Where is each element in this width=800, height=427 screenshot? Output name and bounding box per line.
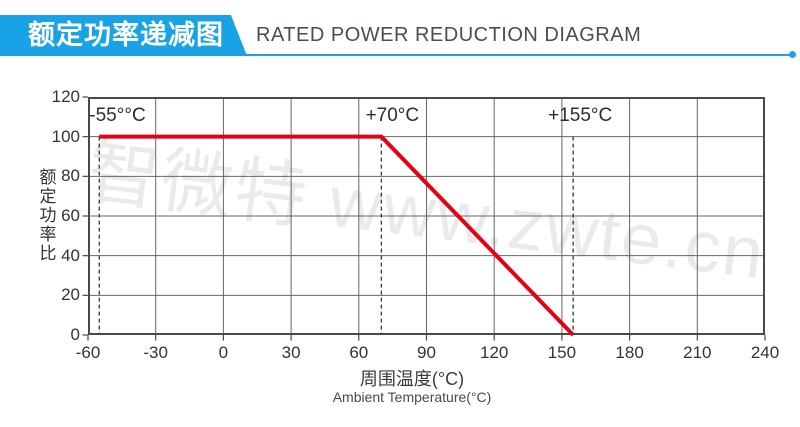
- y-axis-title: 额定功率比: [38, 168, 58, 263]
- y-axis-tick-labels: 0 20 40 60 80 100 120: [0, 0, 80, 427]
- x-axis-title-cn: 周围温度(°C): [359, 369, 465, 389]
- y-axis-title-char: 比: [39, 244, 57, 263]
- header-underline: [0, 54, 792, 56]
- plot-svg: [82, 96, 766, 341]
- temperature-annotation: +70°C: [365, 105, 420, 126]
- y-tick-label: 80: [61, 166, 80, 186]
- section-title-cn: 额定功率递减图: [28, 20, 224, 50]
- x-tick-label: 60: [349, 343, 369, 362]
- y-axis-title-char: 定: [39, 187, 57, 206]
- y-tick-label: 60: [61, 206, 80, 225]
- x-tick-label: 0: [218, 343, 229, 362]
- y-tick-label: 100: [51, 126, 80, 146]
- y-tick-label: 20: [61, 285, 80, 305]
- y-tick-label: 40: [61, 245, 80, 265]
- y-axis-title-char: 率: [39, 225, 57, 244]
- y-tick-label: 0: [70, 325, 80, 344]
- y-tick-label: 120: [51, 87, 80, 106]
- y-axis-title-char: 功: [39, 206, 57, 225]
- section-title-en: RATED POWER REDUCTION DIAGRAM: [256, 24, 642, 46]
- x-tick-label: 240: [750, 343, 780, 362]
- x-tick-label: 180: [615, 343, 644, 362]
- section-banner: 额定功率递减图: [0, 15, 247, 56]
- x-tick-label: 90: [417, 343, 436, 362]
- x-tick-label: 150: [547, 343, 577, 362]
- temperature-annotation: -55°°C: [89, 105, 146, 126]
- rated-power-ratio-line: [99, 134, 575, 337]
- temperature-annotation: +155°C: [548, 105, 613, 126]
- y-axis-title-char: 额: [39, 168, 57, 187]
- plot-border: [88, 97, 765, 335]
- header-underline-end-dot: [789, 51, 796, 58]
- x-tick-label: 30: [281, 343, 301, 362]
- plot-area: [82, 96, 766, 341]
- x-axis-title-en: Ambient Temperature(°C): [332, 389, 492, 405]
- x-tick-label: -60: [75, 343, 101, 362]
- x-tick-label: -30: [143, 343, 168, 362]
- x-tick-label: 120: [480, 343, 509, 362]
- x-tick-label: 210: [683, 343, 712, 362]
